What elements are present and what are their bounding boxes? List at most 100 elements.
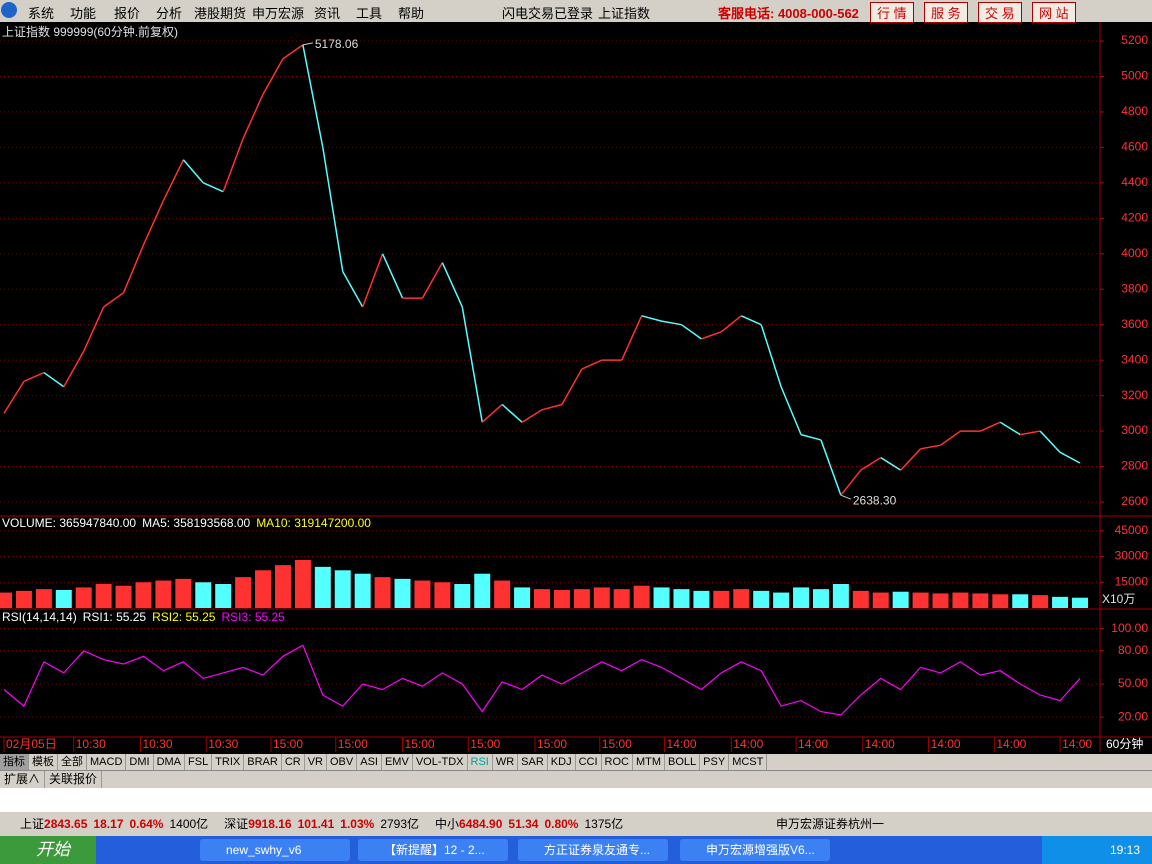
task-window[interactable]: new_swhy_v6 (200, 839, 350, 861)
x-tick-label: 14:00 (798, 737, 828, 751)
volume-bar (832, 584, 849, 608)
indicator-tab[interactable]: VOL-TDX (413, 754, 468, 770)
indicator-tab[interactable]: ASI (357, 754, 382, 770)
price-segment (3, 381, 25, 414)
sub-tab[interactable]: 扩展∧ (0, 771, 46, 788)
index-change: 101.41 (297, 817, 335, 831)
menu-item[interactable]: 资讯 (314, 6, 341, 21)
indicator-tab[interactable]: MCST (729, 754, 768, 770)
indicator-tab[interactable]: TRIX (212, 754, 245, 770)
axis-unit: X10万 (1102, 592, 1135, 606)
volume-bar (793, 587, 810, 608)
price-segment (900, 448, 922, 471)
price-segment (182, 159, 204, 184)
index-price: 9918.16 (248, 817, 292, 831)
price-segment (342, 271, 364, 308)
price-segment (681, 324, 702, 340)
extreme-label: 5178.06 (315, 37, 359, 51)
task-window[interactable]: 【新提醒】12 - 2... (358, 839, 508, 861)
indicator-tab[interactable]: OBV (327, 754, 358, 770)
price-segment (880, 457, 902, 471)
menu-item[interactable]: 分析 (156, 6, 183, 21)
period-label: 60分钟 (1106, 736, 1143, 751)
indicator-tab[interactable]: 全部 (58, 754, 87, 770)
menu-bar: 闪电交易已登录 上证指数 客服电话: 4008-000-562 系统 功能 报价 分析… (0, 0, 1152, 23)
indicator-tabs: 指标 模板 全部 MACD DMI DMA FSL TRIX BRAR CR VR OBV ASI EMV… (0, 754, 1152, 770)
indicator-tab[interactable]: VR (305, 754, 327, 770)
volume-bar (534, 589, 550, 608)
nav-button[interactable]: 服 务 (924, 2, 968, 23)
indicator-tab[interactable]: BOLL (665, 754, 701, 770)
volume-bar (15, 590, 32, 608)
legend-entry: VOLUME: 365947840.00 (2, 516, 136, 530)
task-window[interactable]: 申万宏源增强版V6... (680, 839, 830, 861)
volume-bar (593, 587, 610, 608)
indicator-tab[interactable]: BRAR (244, 754, 282, 770)
indicator-tab[interactable]: RSI (468, 754, 493, 770)
index-pct: 0.80% (544, 817, 579, 831)
index-amount: 1375亿 (584, 817, 624, 831)
nav-button[interactable]: 行 情 (870, 2, 914, 23)
indicator-tab[interactable]: 指标 (0, 754, 29, 770)
y-tick-label: 3600 (1121, 317, 1148, 331)
app-icon (1, 2, 17, 18)
sub-tab[interactable]: 关联报价 (45, 771, 103, 788)
indicator-tab[interactable]: 模板 (29, 754, 58, 770)
y-tick-label: 4600 (1121, 140, 1148, 154)
indicator-tab[interactable]: ROC (602, 754, 633, 770)
price-segment (820, 439, 842, 496)
y-tick-label: 2800 (1121, 459, 1148, 473)
indicator-tab[interactable]: CCI (576, 754, 602, 770)
price-segment (860, 457, 882, 471)
nav-button[interactable]: 交 易 (978, 2, 1022, 23)
blank-area (0, 788, 1152, 812)
indicator-tab[interactable]: MACD (87, 754, 127, 770)
indicator-tab[interactable]: DMI (126, 754, 154, 770)
menu-item[interactable]: 港股期货 (194, 6, 247, 21)
menu-item[interactable]: 功能 (70, 6, 97, 21)
price-segment (581, 359, 603, 370)
legend-entry: RSI2: 55.25 (152, 610, 216, 624)
x-tick-label: 15:00 (338, 737, 368, 751)
menu-item[interactable]: 工具 (356, 6, 383, 21)
menu-item[interactable]: 报价 (114, 6, 141, 21)
menu-item[interactable]: 申万宏源 (252, 6, 305, 21)
menu-item[interactable]: 系统 (28, 6, 55, 21)
x-tick-label: 14:00 (733, 737, 763, 751)
volume-bar (1052, 596, 1069, 608)
nav-button[interactable]: 网 站 (1032, 2, 1076, 23)
legend-entry: RSI3: 55.25 (221, 610, 285, 624)
indicator-tab[interactable]: EMV (382, 754, 413, 770)
indicator-tab[interactable]: DMA (154, 754, 186, 770)
price-segment (461, 306, 483, 423)
indicator-tab[interactable]: PSY (700, 754, 730, 770)
task-window[interactable]: 方正证券泉友通专... (518, 839, 668, 861)
indicator-tab[interactable]: SAR (518, 754, 548, 770)
y-tick-label: 50.00 (1118, 676, 1148, 690)
menu-item[interactable]: 帮助 (398, 6, 425, 21)
indicator-tab[interactable]: CR (282, 754, 305, 770)
volume-bar (892, 591, 909, 608)
indicator-tab[interactable]: WR (493, 754, 519, 770)
indicator-tab[interactable]: FSL (185, 754, 213, 770)
indicator-tab[interactable]: MTM (633, 754, 666, 770)
x-tick-label: 10:30 (76, 737, 106, 751)
broker: 申万宏源证券杭州一 (776, 817, 885, 831)
index-quote: 中小6484.90 51.34 0.80% 1375亿 (435, 817, 629, 831)
volume-bar (215, 584, 232, 608)
start-button[interactable]: 开始 (0, 836, 96, 864)
price-segment (83, 306, 105, 352)
y-tick-label: 4800 (1121, 104, 1148, 118)
volume-bar (932, 593, 949, 608)
price-segment (780, 386, 802, 435)
y-tick-label: 30000 (1115, 549, 1149, 563)
indicator-tab[interactable]: KDJ (548, 754, 576, 770)
y-tick-label: 45000 (1115, 523, 1149, 537)
index-quote: 深证9918.16 101.41 1.03% 2793亿 (224, 817, 425, 831)
legend-entry: RSI(14,14,14) (2, 610, 77, 624)
chart: 2600 2800 3000 3200 3400 3600 3800 4000 4200 4400… (0, 22, 1152, 752)
y-tick-label: 20.00 (1118, 709, 1148, 723)
volume-bar (235, 577, 252, 608)
x-tick-label: 15:00 (470, 737, 500, 751)
